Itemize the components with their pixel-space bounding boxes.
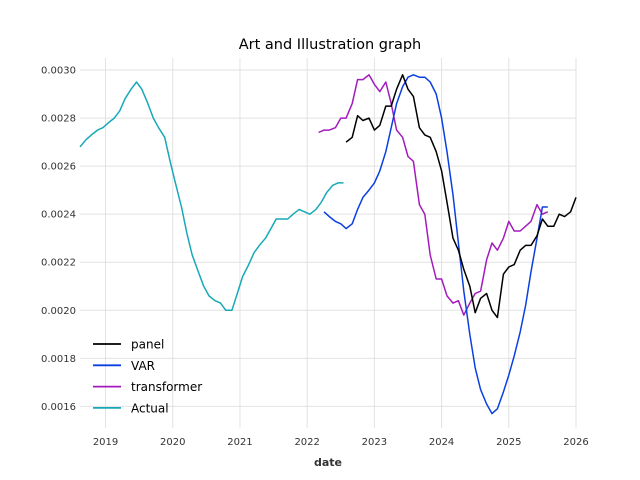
y-tick-label: 0.0020 bbox=[41, 306, 76, 317]
series-line-panel bbox=[345, 74, 577, 319]
x-tick-label: 2020 bbox=[160, 437, 185, 448]
x-tick-label: 2019 bbox=[93, 437, 118, 448]
series-line-transformer bbox=[318, 74, 549, 316]
x-axis: 2019 2020 2021 2022 2023 2024 2025 2026 bbox=[93, 437, 589, 448]
y-tick-label: 0.0022 bbox=[41, 258, 76, 269]
x-axis-label: date bbox=[314, 456, 342, 469]
x-tick-label: 2024 bbox=[429, 437, 454, 448]
series-line-var bbox=[323, 74, 548, 415]
x-tick-label: 2025 bbox=[496, 437, 521, 448]
y-tick-label: 0.0016 bbox=[41, 402, 76, 413]
y-tick-label: 0.0018 bbox=[41, 354, 76, 365]
series-layer bbox=[79, 74, 577, 415]
y-tick-label: 0.0026 bbox=[41, 162, 76, 173]
x-tick-label: 2022 bbox=[294, 437, 319, 448]
legend-label-panel: panel bbox=[131, 338, 164, 352]
x-tick-label: 2021 bbox=[227, 437, 252, 448]
y-tick-label: 0.0024 bbox=[41, 210, 76, 221]
x-tick-label: 2026 bbox=[563, 437, 588, 448]
y-tick-label: 0.0028 bbox=[41, 114, 76, 125]
chart-title: Art and Illustration graph bbox=[239, 37, 422, 53]
y-tick-label: 0.0030 bbox=[41, 66, 76, 77]
legend-label-transformer: transformer bbox=[131, 380, 202, 394]
legend-label-actual: Actual bbox=[131, 401, 169, 415]
series-line-actual bbox=[79, 81, 344, 312]
legend: panel VAR transformer Actual bbox=[93, 338, 202, 415]
legend-label-var: VAR bbox=[131, 359, 155, 373]
x-tick-label: 2023 bbox=[362, 437, 387, 448]
y-axis: 0.0016 0.0018 0.0020 0.0022 0.0024 0.0026 0.00… bbox=[41, 66, 76, 413]
